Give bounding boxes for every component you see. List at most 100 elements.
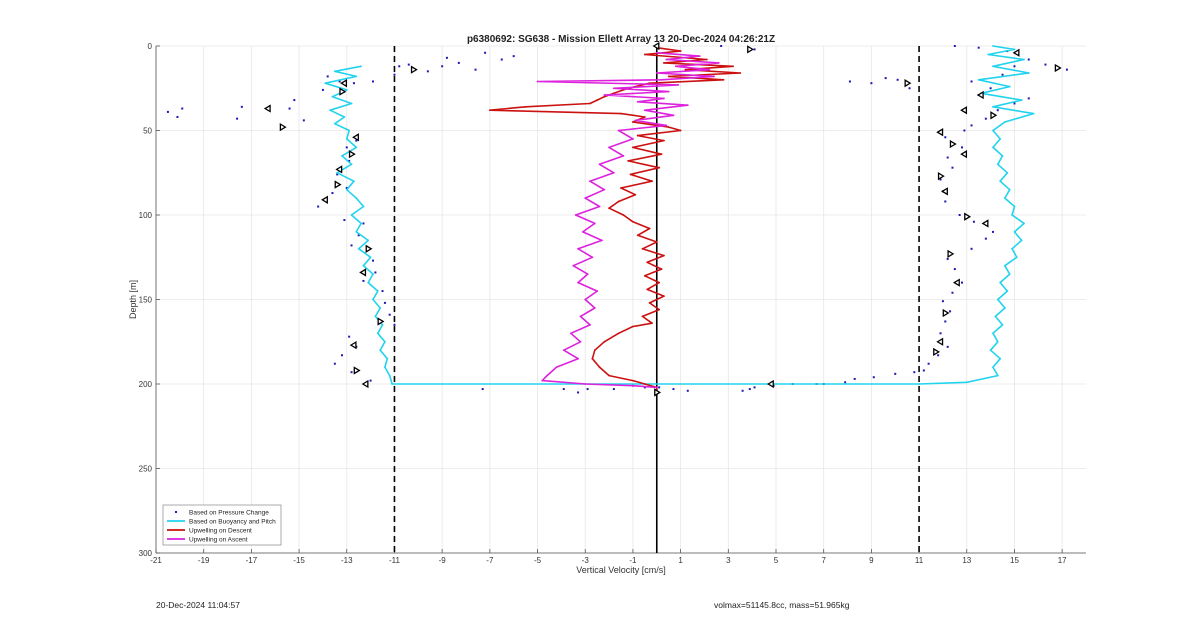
series-point bbox=[663, 295, 665, 298]
series-point bbox=[1006, 171, 1009, 174]
pressure-point bbox=[512, 55, 515, 58]
pressure-point bbox=[457, 61, 460, 64]
series-point bbox=[992, 65, 994, 68]
pressure-point bbox=[372, 80, 374, 83]
y-tick-label: 100 bbox=[139, 211, 153, 220]
series-point bbox=[574, 214, 577, 216]
series-point bbox=[1032, 112, 1035, 115]
pressure-point bbox=[894, 372, 897, 375]
series-point bbox=[584, 298, 587, 301]
series-point bbox=[658, 166, 661, 169]
series-point bbox=[345, 188, 348, 191]
series-point bbox=[996, 298, 999, 301]
pressure-point bbox=[996, 109, 999, 112]
series-point bbox=[632, 138, 634, 140]
pressure-point bbox=[908, 87, 911, 90]
legend: Based on Pressure Change Based on Buoyanc… bbox=[162, 504, 282, 546]
series-point bbox=[641, 315, 644, 318]
y-axis-label: Depth [m] bbox=[128, 280, 138, 319]
series-point bbox=[636, 100, 639, 103]
series-point bbox=[367, 281, 370, 284]
series-point bbox=[608, 374, 610, 377]
series-point bbox=[350, 102, 353, 105]
x-tick-label: -13 bbox=[341, 556, 353, 565]
pressure-point bbox=[333, 362, 336, 365]
y-tick-label: 50 bbox=[143, 127, 152, 136]
series-point bbox=[345, 138, 348, 140]
series-point bbox=[651, 180, 653, 183]
series-point bbox=[620, 187, 622, 189]
pressure-point bbox=[643, 386, 646, 389]
series-point bbox=[1013, 48, 1016, 51]
pressure-point bbox=[870, 82, 873, 85]
triangle-marker bbox=[937, 171, 945, 181]
pressure-point bbox=[720, 45, 723, 47]
pressure-point bbox=[1013, 102, 1016, 105]
series-point bbox=[992, 105, 994, 108]
legend-label: Based on Pressure Change bbox=[189, 510, 269, 517]
pressure-point bbox=[977, 46, 980, 49]
triangle-marker bbox=[352, 133, 359, 142]
pressure-point bbox=[500, 58, 503, 61]
series-point bbox=[648, 301, 651, 304]
triangle-marker bbox=[933, 347, 941, 357]
series-point bbox=[333, 70, 336, 73]
x-tick-label: -11 bbox=[389, 556, 401, 565]
pressure-point bbox=[345, 146, 348, 149]
pressure-point bbox=[236, 117, 239, 120]
series-point bbox=[632, 220, 634, 223]
pressure-point bbox=[481, 388, 484, 391]
series-point bbox=[369, 256, 372, 259]
series-point bbox=[1020, 99, 1023, 101]
pressure-point bbox=[474, 68, 477, 71]
series-point bbox=[1015, 256, 1018, 259]
series-point bbox=[987, 53, 990, 56]
series-point bbox=[674, 65, 677, 68]
pressure-point bbox=[672, 388, 675, 391]
series-point bbox=[524, 105, 527, 108]
series-point bbox=[589, 102, 591, 105]
pressure-point bbox=[970, 124, 973, 127]
triangle-marker bbox=[334, 180, 342, 189]
pressure-point bbox=[1001, 73, 1004, 76]
triangle-marker bbox=[321, 195, 328, 204]
pressure-point bbox=[317, 205, 320, 208]
pressure-point bbox=[362, 222, 365, 225]
series-point bbox=[643, 116, 646, 118]
series-point bbox=[362, 264, 365, 267]
series-point bbox=[367, 239, 370, 242]
series-point bbox=[329, 109, 331, 112]
triangle-marker bbox=[361, 379, 369, 389]
pressure-point bbox=[372, 259, 374, 262]
series-upwelling-on-ascent bbox=[536, 51, 720, 389]
series-point bbox=[1006, 290, 1009, 292]
pressure-point bbox=[381, 290, 384, 293]
pressure-point bbox=[913, 371, 916, 374]
series-point bbox=[996, 374, 999, 377]
series-point bbox=[992, 332, 994, 335]
pressure-point bbox=[393, 323, 396, 326]
series-point bbox=[579, 340, 582, 343]
pressure-point bbox=[374, 271, 377, 274]
series-point bbox=[1004, 264, 1006, 267]
pressure-point bbox=[958, 214, 961, 216]
pressure-point bbox=[961, 281, 963, 284]
series-point bbox=[1011, 247, 1013, 250]
series-point bbox=[603, 94, 606, 96]
pressure-point bbox=[426, 70, 429, 73]
series-point bbox=[646, 288, 649, 291]
triangle-marker bbox=[936, 128, 944, 137]
series-point bbox=[384, 340, 386, 343]
series-point bbox=[603, 95, 606, 98]
series-point bbox=[632, 384, 634, 387]
series-point bbox=[667, 90, 670, 93]
chart-title: p6380692: SG638 - Mission Ellett Array 1… bbox=[467, 34, 775, 45]
y-tick-label: 0 bbox=[148, 42, 153, 51]
series-point bbox=[577, 357, 579, 360]
pressure-point bbox=[350, 371, 353, 374]
pressure-point bbox=[407, 63, 410, 66]
series-point bbox=[722, 78, 725, 81]
pressure-point bbox=[577, 391, 580, 394]
series-point bbox=[381, 323, 384, 326]
